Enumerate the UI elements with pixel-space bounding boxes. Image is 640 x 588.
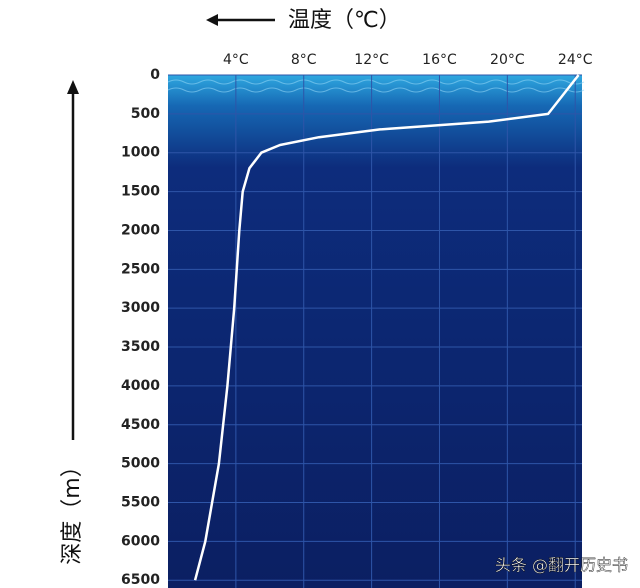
temperature-line [193, 74, 580, 581]
y-arrow-head [67, 80, 79, 94]
x-arrow-head [206, 14, 218, 26]
watermark: 头条 @翻开历史书 [495, 556, 628, 575]
y-tick-label: 2500 [121, 261, 160, 277]
y-tick-label: 500 [131, 106, 160, 122]
plot-background [168, 75, 582, 588]
x-tick-label: 20°C [490, 52, 525, 68]
y-tick-label: 4500 [121, 417, 160, 433]
y-axis-label: 深度（m） [60, 455, 85, 564]
y-tick-label: 3500 [121, 339, 160, 355]
y-tick-label: 1000 [121, 145, 160, 161]
x-tick-label: 12°C [354, 52, 389, 68]
y-tick-label: 2000 [121, 222, 160, 238]
y-tick-label: 5000 [121, 456, 160, 472]
x-tick-label: 24°C [558, 52, 593, 68]
x-tick-label: 8°C [291, 52, 317, 68]
y-tick-label: 1500 [121, 184, 160, 200]
y-tick-label: 6000 [121, 533, 160, 549]
y-tick-label: 6500 [121, 572, 160, 588]
waves [167, 79, 585, 93]
y-tick-label: 0 [150, 67, 160, 83]
x-axis-label: 温度（℃） [288, 8, 401, 33]
x-tick-label: 4°C [223, 52, 249, 68]
x-tick-label: 16°C [422, 52, 457, 68]
y-tick-label: 5500 [121, 495, 160, 511]
y-tick-label: 3000 [121, 300, 160, 316]
y-tick-label: 4000 [121, 378, 160, 394]
